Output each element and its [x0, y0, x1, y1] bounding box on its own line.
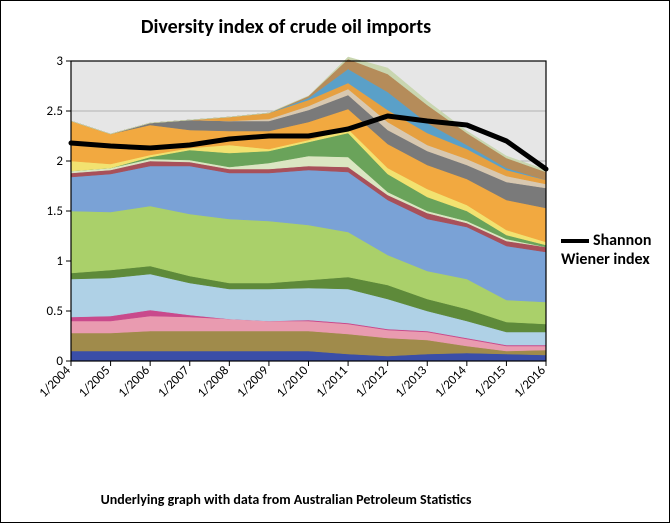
ytick-label: 1: [56, 254, 63, 269]
ytick-label: 0.5: [47, 304, 63, 319]
legend-swatch-line: [561, 239, 589, 243]
ytick-label: 3: [56, 54, 63, 69]
xtick-label: 1/2016: [511, 363, 549, 401]
xtick-label: 1/2014: [432, 363, 470, 401]
xtick-label: 1/2011: [313, 363, 350, 400]
xtick-label: 1/2010: [274, 363, 312, 401]
ytick-label: 2: [56, 154, 63, 169]
xtick-label: 1/2012: [353, 363, 391, 401]
xtick-label: 1/2004: [36, 363, 74, 401]
xtick-label: 1/2008: [195, 363, 233, 401]
legend: Shannon Wiener index: [561, 231, 661, 269]
xtick-label: 1/2009: [234, 363, 272, 401]
chart-footnote: Underlying graph with data from Australi…: [21, 491, 551, 508]
xtick-label: 1/2013: [393, 363, 431, 401]
chart-plot: 00.511.522.531/20041/20051/20061/20071/2…: [31, 51, 551, 431]
chart-title: Diversity index of crude oil imports: [21, 15, 551, 39]
xtick-label: 1/2005: [76, 363, 113, 400]
xtick-label: 1/2015: [472, 363, 509, 400]
ytick-label: 1.5: [47, 204, 63, 219]
xtick-label: 1/2007: [155, 363, 193, 401]
ytick-label: 2.5: [47, 104, 63, 119]
xtick-label: 1/2006: [116, 363, 154, 401]
legend-label: Shannon Wiener index: [561, 231, 651, 269]
